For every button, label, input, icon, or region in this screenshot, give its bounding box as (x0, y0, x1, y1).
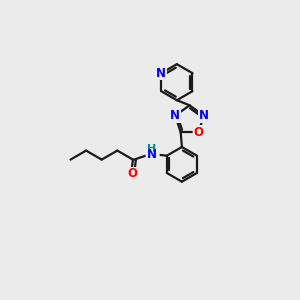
Text: O: O (194, 126, 203, 139)
Circle shape (170, 111, 180, 121)
Circle shape (146, 148, 159, 161)
Text: N: N (199, 109, 209, 122)
Text: O: O (128, 167, 138, 180)
Text: H: H (147, 144, 156, 154)
Text: N: N (170, 109, 180, 122)
Circle shape (128, 169, 138, 179)
Text: N: N (146, 148, 156, 161)
Circle shape (193, 128, 203, 137)
Text: N: N (156, 67, 166, 80)
Circle shape (156, 68, 166, 78)
Circle shape (199, 111, 209, 121)
